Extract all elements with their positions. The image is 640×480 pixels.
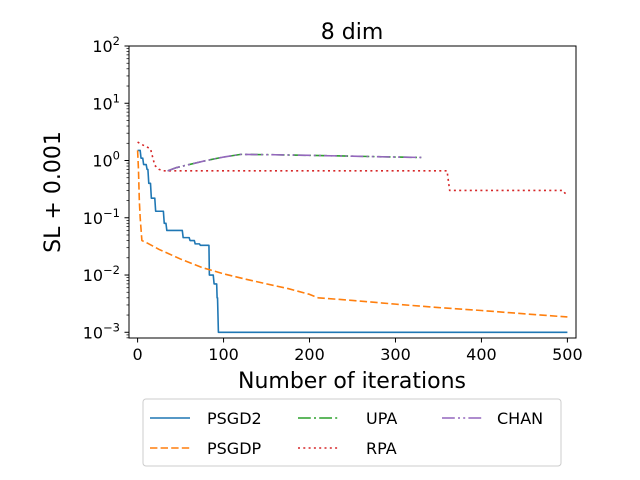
x-tick-label: 100	[208, 345, 239, 364]
legend-label-chan: CHAN	[497, 409, 543, 428]
x-tick-label: 300	[380, 345, 411, 364]
x-axis: 0 100 200 300 400 500	[133, 338, 583, 364]
series-layer	[136, 141, 568, 334]
series-line-rpa	[137, 141, 568, 195]
legend-label-rpa: RPA	[366, 439, 397, 458]
legend-frame	[142, 398, 562, 467]
legend: PSGD2 PSGDP UPA RPA CHAN	[142, 398, 562, 467]
legend-label-upa: UPA	[366, 409, 397, 428]
chart-title: 8 dim	[321, 20, 384, 45]
series-line-psgdp	[136, 150, 568, 318]
x-tick-label: 0	[133, 345, 143, 364]
y-tick-label: 10−2	[83, 263, 120, 285]
x-tick-label: 400	[466, 345, 497, 364]
y-axis: 10−3 10−2 10−1 100 101 102	[83, 34, 129, 342]
x-axis-label: Number of iterations	[238, 369, 466, 394]
y-tick-label: 100	[92, 149, 120, 171]
y-tick-label: 101	[92, 91, 120, 113]
x-tick-label: 500	[552, 345, 583, 364]
legend-label-psgdp: PSGDP	[207, 439, 262, 458]
y-tick-label: 102	[92, 34, 120, 56]
y-tick-label: 10−3	[83, 320, 120, 342]
y-tick-label: 10−1	[83, 206, 120, 228]
x-tick-label: 200	[294, 345, 325, 364]
series-line-psgd2	[137, 149, 568, 334]
legend-label-psgd2: PSGD2	[207, 409, 262, 428]
series-line-chan	[167, 153, 422, 172]
plot-frame	[128, 45, 577, 339]
y-axis-label: SL + 0.001	[41, 131, 66, 253]
